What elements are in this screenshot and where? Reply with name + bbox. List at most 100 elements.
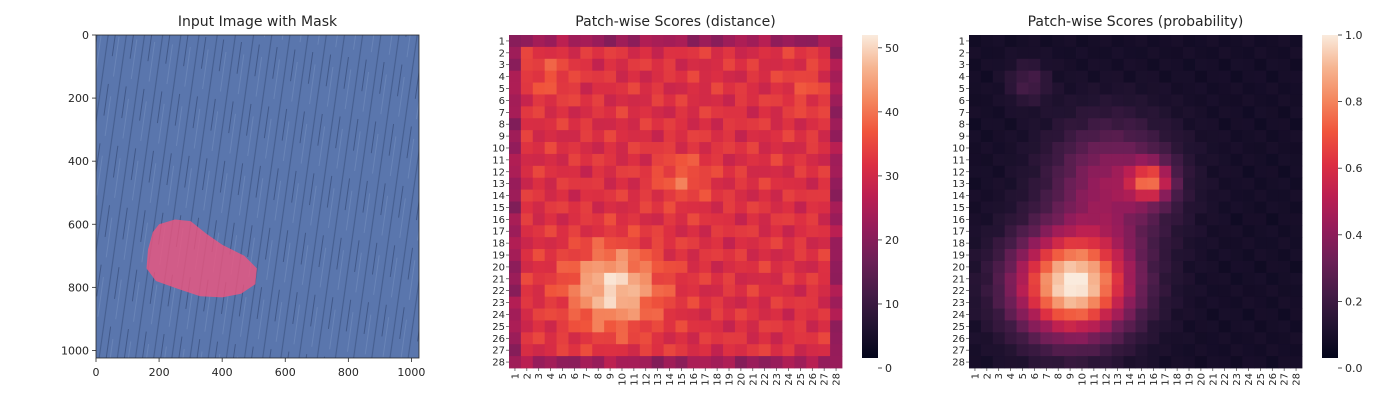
- heatmap-cell: [1040, 189, 1053, 202]
- heatmap-row-label: 11: [492, 155, 505, 166]
- heatmap-cell: [980, 153, 994, 167]
- heatmap-cell: [1147, 35, 1160, 48]
- heatmap-cell: [746, 213, 760, 226]
- heatmap-cell: [663, 260, 676, 274]
- heatmap-cell: [1040, 237, 1053, 250]
- heatmap-cell: [758, 201, 772, 214]
- heatmap-cell: [969, 153, 982, 167]
- heatmap-cell: [1064, 356, 1077, 369]
- heatmap-cell: [627, 213, 641, 226]
- heatmap-cell: [782, 106, 795, 119]
- heatmap-cell: [580, 332, 593, 345]
- heatmap-cell: [969, 332, 982, 345]
- heatmap-cell: [1206, 237, 1220, 250]
- heatmap-col-label: 27: [1280, 373, 1291, 386]
- heatmap-cell: [1076, 142, 1089, 155]
- colorbar-tick-label: 0.6: [1345, 162, 1363, 175]
- heatmap-cell: [1230, 165, 1243, 179]
- heatmap-cell: [1278, 237, 1291, 250]
- heatmap-cell: [770, 142, 783, 155]
- heatmap-cell: [1278, 35, 1291, 48]
- heatmap-cell: [1206, 272, 1220, 286]
- heatmap-cell: [1290, 82, 1303, 95]
- heatmap-cell: [711, 142, 724, 155]
- heatmap-cell: [1206, 153, 1220, 167]
- heatmap-cell: [651, 260, 664, 274]
- heatmap-row-label: 14: [492, 191, 505, 202]
- heatmap-cell: [675, 35, 688, 48]
- heatmap-cell: [1159, 153, 1172, 167]
- heatmap-cell: [758, 237, 772, 250]
- heatmap-cell: [770, 58, 783, 72]
- heatmap-cell: [1183, 201, 1196, 214]
- heatmap-cell: [532, 106, 546, 119]
- image-y-tick-label: 400: [68, 155, 89, 168]
- heatmap-cell: [711, 308, 724, 321]
- heatmap-cell: [1218, 237, 1232, 250]
- heatmap-cell: [1230, 320, 1243, 333]
- heatmap-cell: [1171, 260, 1184, 274]
- heatmap-cell: [1028, 82, 1041, 95]
- heatmap-cell: [1040, 118, 1053, 131]
- heatmap-cell: [1135, 320, 1148, 333]
- heatmap-cell: [544, 153, 557, 167]
- heatmap-cell: [616, 320, 629, 333]
- image-y-tick-label: 1000: [61, 344, 89, 357]
- heatmap-cell: [1111, 284, 1124, 298]
- heatmap-cell: [1087, 296, 1101, 309]
- heatmap-cell: [699, 344, 712, 357]
- heatmap-cell: [1183, 320, 1196, 333]
- heatmap-cell: [1111, 106, 1124, 119]
- heatmap-cell: [580, 225, 593, 238]
- heatmap-cell: [1052, 308, 1065, 321]
- heatmap-cell: [1004, 344, 1017, 357]
- heatmap-cell: [532, 332, 546, 345]
- heatmap-cell: [1278, 46, 1291, 60]
- heatmap-cell: [980, 35, 994, 48]
- heatmap-cell: [592, 225, 605, 238]
- heatmap-cell: [770, 46, 783, 60]
- heatmap-cell: [604, 189, 617, 202]
- heatmap-cell: [1099, 165, 1113, 179]
- heatmap-cell: [1230, 296, 1243, 309]
- heatmap-cell: [818, 35, 831, 48]
- heatmap-cell: [1242, 58, 1255, 72]
- heatmap-cell: [758, 94, 772, 107]
- heatmap-cell: [1135, 332, 1148, 345]
- heatmap-cell: [992, 260, 1006, 274]
- heatmap-cell: [675, 46, 688, 60]
- heatmap-cell: [992, 153, 1006, 167]
- heatmap-cell: [758, 82, 772, 95]
- heatmap-cell: [794, 189, 807, 202]
- heatmap-cell: [969, 320, 982, 333]
- heatmap-col-label: 24: [1244, 373, 1255, 386]
- heatmap-cell: [723, 189, 736, 202]
- heatmap-cell: [639, 118, 653, 131]
- heatmap-cell: [969, 118, 982, 131]
- heatmap-cell: [1087, 142, 1101, 155]
- heatmap-cell: [568, 237, 581, 250]
- heatmap-cell: [532, 118, 546, 131]
- heatmap-cell: [604, 260, 617, 274]
- heatmap-cell: [806, 332, 819, 345]
- heatmap-cell: [1040, 344, 1053, 357]
- heatmap-cell: [675, 225, 688, 238]
- heatmap-cell: [782, 213, 795, 226]
- colorbar-tick-label: 0.0: [1345, 362, 1363, 375]
- heatmap-cell: [1159, 35, 1172, 48]
- heatmap-cell: [1266, 35, 1279, 48]
- heatmap-cell: [627, 272, 641, 286]
- heatmap-cell: [711, 356, 724, 369]
- heatmap-cell: [699, 213, 712, 226]
- heatmap-cell: [580, 46, 593, 60]
- heatmap-cell: [532, 308, 546, 321]
- heatmap-cell: [1171, 225, 1184, 238]
- heatmap-cell: [1052, 320, 1065, 333]
- heatmap-cell: [1135, 35, 1148, 48]
- heatmap-cell: [1004, 46, 1017, 60]
- heatmap-cell: [616, 332, 629, 345]
- heatmap-cell: [830, 177, 843, 190]
- heatmap-cell: [734, 237, 748, 250]
- heatmap-cell: [806, 344, 819, 357]
